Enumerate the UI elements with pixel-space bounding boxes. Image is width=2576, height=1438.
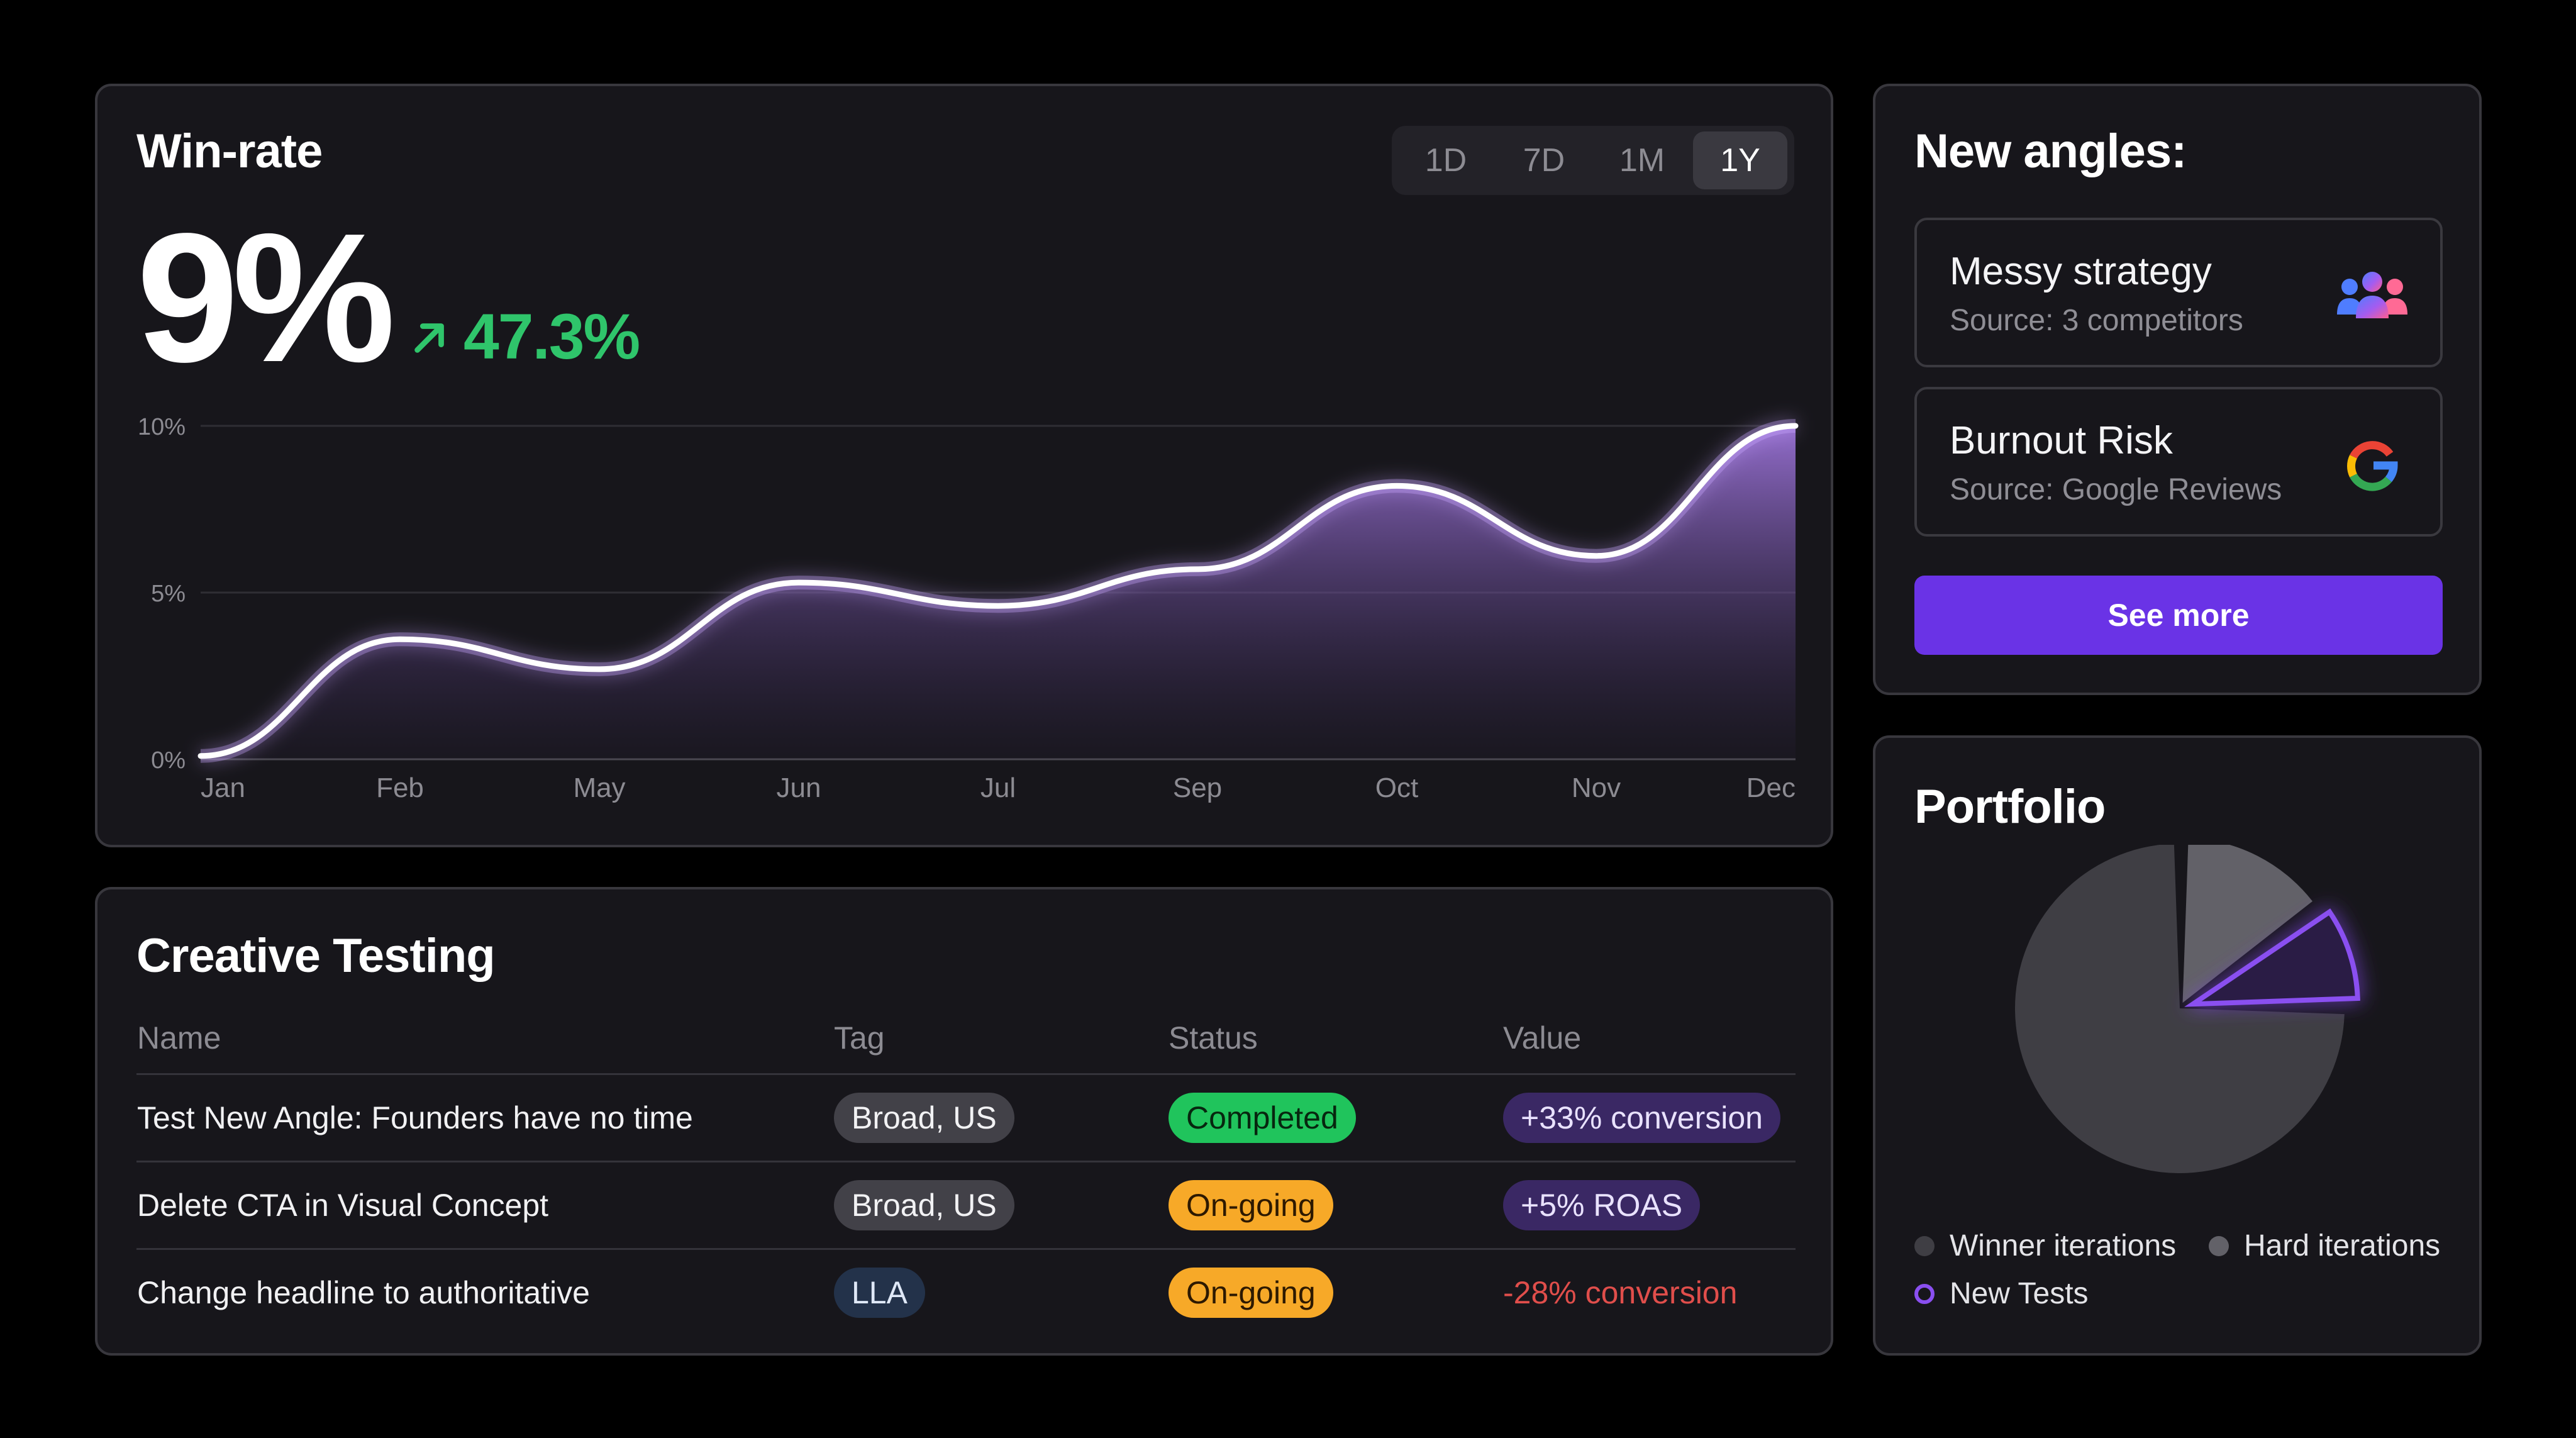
column-header-status: Status — [1168, 1003, 1502, 1075]
angle-title: Burnout Risk — [1950, 419, 2173, 462]
testing-table: Name Tag Status Value Test New Angle: Fo… — [136, 1003, 1796, 1335]
tag-badge: LLA — [834, 1268, 925, 1318]
new-angles-card: New angles: Messy strategy Source: 3 com… — [1873, 84, 2482, 695]
column-header-tag: Tag — [833, 1003, 1168, 1075]
column-header-value: Value — [1502, 1003, 1796, 1075]
testing-title: Creative Testing — [136, 929, 496, 983]
tag-badge: Broad, US — [834, 1180, 1014, 1230]
status-badge: Completed — [1169, 1093, 1356, 1143]
range-7d-button[interactable]: 7D — [1523, 142, 1565, 179]
legend-winner-iterations: Winner iterations — [1914, 1229, 2176, 1263]
test-name: Delete CTA in Visual Concept — [136, 1161, 833, 1250]
column-header-name: Name — [136, 1003, 833, 1075]
legend-new-tests: New Tests — [1914, 1276, 2089, 1311]
time-range-selector: 1D 7D 1M 1Y — [1392, 126, 1794, 195]
table-row[interactable]: Change headline to authoritative LLA On-… — [136, 1249, 1796, 1336]
tag-badge: Broad, US — [834, 1093, 1014, 1143]
range-1d-button[interactable]: 1D — [1424, 142, 1467, 179]
y-tick-label: 10% — [138, 414, 186, 440]
pie-slice-winner-iterations[interactable] — [2015, 845, 2345, 1173]
pie-slice-hard-iterations[interactable] — [2182, 845, 2312, 1003]
x-tick-label: Feb — [376, 772, 424, 803]
angle-card-messy-strategy[interactable]: Messy strategy Source: 3 competitors — [1914, 218, 2443, 367]
winrate-delta-value: 47.3% — [464, 301, 640, 372]
x-tick-label: Dec — [1746, 772, 1796, 803]
value-badge: +5% ROAS — [1503, 1180, 1701, 1230]
see-more-button[interactable]: See more — [1914, 576, 2443, 655]
x-tick-label: Jun — [777, 772, 821, 803]
creative-testing-card: Creative Testing Name Tag Status Value T… — [95, 887, 1833, 1356]
portfolio-card: Portfolio Winner iterations Hard iterati… — [1873, 735, 2482, 1356]
test-name: Test New Angle: Founders have no time — [136, 1074, 833, 1162]
y-tick-label: 5% — [151, 581, 186, 607]
legend-dot — [1914, 1283, 1935, 1304]
angle-source: Source: 3 competitors — [1950, 304, 2243, 337]
value-text: -28% conversion — [1503, 1275, 1738, 1310]
legend-label: Winner iterations — [1950, 1229, 2177, 1262]
pie-slice-new-tests[interactable] — [2184, 908, 2360, 1007]
portfolio-title: Portfolio — [1914, 780, 2106, 833]
winrate-delta: 47.3% — [408, 300, 640, 374]
x-tick-label: Jan — [201, 772, 245, 803]
winrate-title: Win-rate — [136, 125, 323, 178]
angle-card-burnout-risk[interactable]: Burnout Risk Source: Google Reviews — [1914, 387, 2443, 537]
legend-dot — [2209, 1235, 2229, 1256]
winrate-value: 9% — [136, 195, 396, 400]
winrate-chart: 0% 5% 10% Jan Feb May Jun Jul Sep Oct Nov Dec — [138, 414, 1799, 803]
x-tick-label: Oct — [1375, 772, 1418, 803]
legend-label: Hard iterations — [2244, 1229, 2441, 1262]
range-1m-button[interactable]: 1M — [1619, 142, 1665, 179]
table-row[interactable]: Delete CTA in Visual Concept Broad, US O… — [136, 1161, 1796, 1250]
y-tick-label: 0% — [151, 747, 186, 774]
table-header-row: Name Tag Status Value — [136, 1003, 1796, 1075]
winrate-card: 0% 5% 10% Jan Feb May Jun Jul Sep Oct Nov Dec Win-… — [95, 84, 1833, 847]
angle-title: Messy strategy — [1950, 250, 2212, 293]
test-name: Change headline to authoritative — [137, 1275, 590, 1310]
range-1y-button[interactable]: 1Y — [1693, 131, 1787, 189]
portfolio-pie-chart — [2015, 845, 2360, 1173]
google-logo-icon — [2347, 441, 2398, 491]
x-tick-label: May — [573, 772, 625, 803]
arrow-up-right-icon — [414, 323, 444, 353]
x-tick-label: Sep — [1173, 772, 1222, 803]
angle-source: Source: Google Reviews — [1950, 473, 2282, 506]
users-group-icon — [2337, 272, 2407, 318]
value-badge: +33% conversion — [1503, 1093, 1780, 1143]
x-tick-label: Nov — [1572, 772, 1621, 803]
x-tick-label: Jul — [980, 772, 1016, 803]
winrate-line — [197, 423, 1799, 759]
table-row[interactable]: Test New Angle: Founders have no time Br… — [136, 1074, 1796, 1162]
legend-label: New Tests — [1950, 1277, 2089, 1310]
status-badge: On-going — [1169, 1268, 1333, 1318]
status-badge: On-going — [1169, 1180, 1333, 1230]
legend-hard-iterations: Hard iterations — [2209, 1229, 2440, 1263]
legend-dot — [1914, 1235, 1935, 1256]
angles-title: New angles: — [1914, 125, 2187, 178]
